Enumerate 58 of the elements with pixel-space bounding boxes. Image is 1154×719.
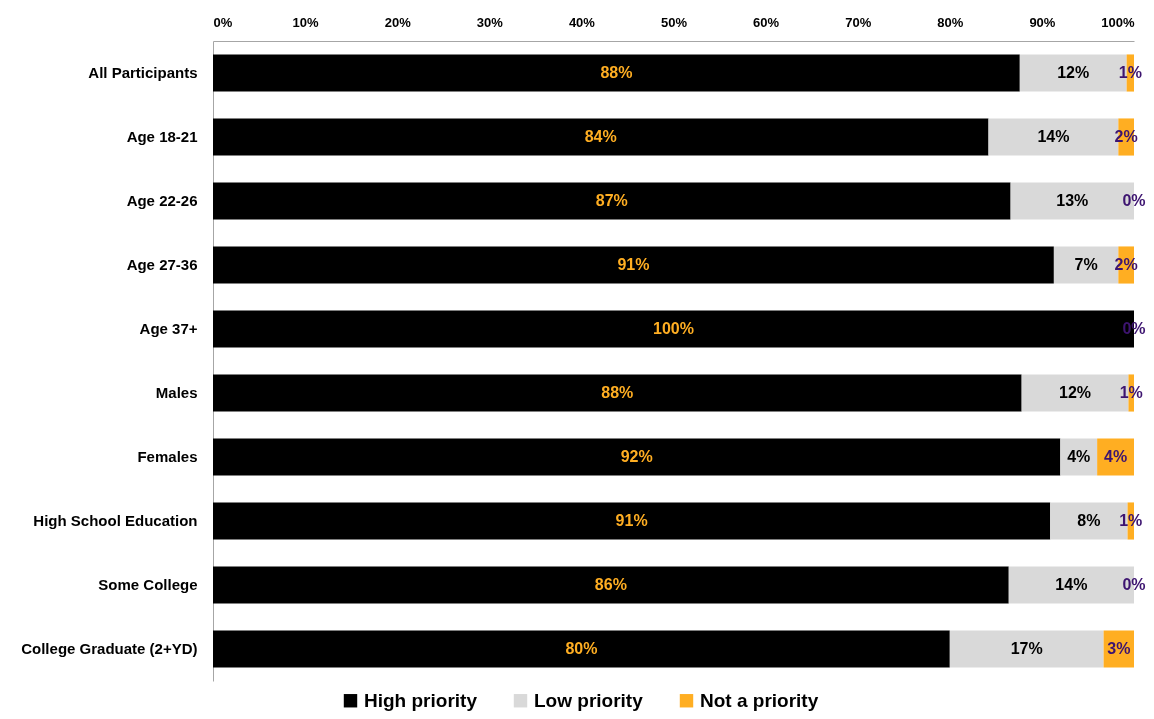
y-tick-label: Age 22-26 <box>126 192 198 209</box>
bar <box>213 118 989 156</box>
data-label: 12% <box>1057 64 1090 81</box>
legend-label: Low priority <box>534 689 644 711</box>
data-label: 84% <box>584 128 617 145</box>
bar <box>213 246 1054 284</box>
data-label: 0% <box>1122 192 1146 209</box>
bar <box>213 566 1009 604</box>
y-tick-label: Age 37+ <box>139 320 198 337</box>
data-label: 88% <box>600 64 633 81</box>
data-label: 4% <box>1067 448 1091 465</box>
x-tick-label: 60% <box>753 14 780 30</box>
y-tick-label: All Participants <box>88 64 198 81</box>
x-tick-label: 50% <box>660 14 688 30</box>
x-tick-label: 30% <box>476 14 504 30</box>
data-label: 86% <box>594 576 627 593</box>
data-label: 100% <box>653 320 694 337</box>
data-label: 3% <box>1107 640 1131 657</box>
y-tick-label: High School Education <box>33 512 198 529</box>
data-label: 0% <box>1122 320 1146 337</box>
x-tick-label: 100% <box>1101 14 1135 30</box>
data-label: 7% <box>1074 256 1098 273</box>
data-label: 87% <box>595 192 628 209</box>
bar <box>213 630 950 668</box>
data-label: 12% <box>1059 384 1092 401</box>
data-label: 88% <box>601 384 634 401</box>
data-label: 4% <box>1104 448 1128 465</box>
data-label: 92% <box>620 448 653 465</box>
y-tick-label: Some College <box>98 576 198 593</box>
x-tick-label: 10% <box>292 14 320 30</box>
bar <box>213 502 1051 540</box>
x-tick-label: 80% <box>937 14 964 30</box>
bar <box>213 182 1011 220</box>
data-label: 0% <box>1122 576 1146 593</box>
data-label: 91% <box>615 512 648 529</box>
data-label: 8% <box>1077 512 1101 529</box>
data-label: 13% <box>1056 192 1089 209</box>
data-label: 14% <box>1037 128 1070 145</box>
data-label: 14% <box>1055 576 1088 593</box>
y-tick-label: Males <box>155 384 198 401</box>
bar <box>213 54 1020 92</box>
bar <box>213 374 1022 412</box>
data-label: 91% <box>617 256 650 273</box>
x-tick-label: 70% <box>845 14 872 30</box>
x-tick-label: 40% <box>568 14 596 30</box>
legend-label: Not a priority <box>700 689 819 711</box>
y-tick-label: Age 27-36 <box>126 256 198 273</box>
bar <box>949 630 1104 668</box>
data-label: 80% <box>565 640 598 657</box>
data-label: 17% <box>1010 640 1043 657</box>
bar <box>213 438 1061 476</box>
y-tick-label: Age 18-21 <box>126 128 198 145</box>
legend-label: High priority <box>364 689 478 711</box>
y-tick-label: Females <box>137 448 198 465</box>
x-tick-label: 20% <box>384 14 412 30</box>
x-tick-label: 90% <box>1029 14 1056 30</box>
y-tick-label: College Graduate (2+YD) <box>21 640 198 657</box>
x-tick-label: 0% <box>213 14 233 30</box>
